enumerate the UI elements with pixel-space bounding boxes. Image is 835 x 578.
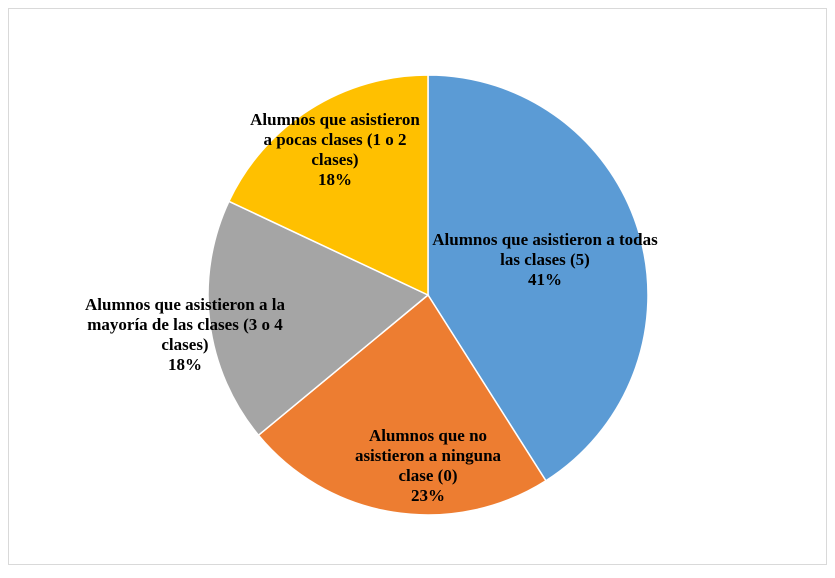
category-label: Alumnos que asistieron a pocas clases (1…	[250, 110, 420, 169]
category-label: Alumnos que asistieron a la mayoría de l…	[85, 295, 285, 354]
category-label: Alumnos que asistieron a todas las clase…	[432, 230, 658, 269]
data-label-text: Alumnos que asistieron a pocas clases (1…	[245, 90, 425, 210]
data-label: Alumnos que asistieron a pocas clases (1…	[245, 90, 425, 210]
pie-slice	[227, 74, 429, 297]
value-label: 18%	[168, 355, 202, 374]
data-label-text: Alumnos que asistieron a todas las clase…	[425, 200, 665, 320]
data-label: Alumnos que asistieron a la mayoría de l…	[75, 275, 295, 395]
data-label: Alumnos que no asistieron a ninguna clas…	[343, 406, 513, 526]
pie-slice	[427, 74, 649, 482]
data-label-text: Alumnos que no asistieron a ninguna clas…	[343, 406, 513, 526]
value-label: 18%	[318, 170, 352, 189]
value-label: 41%	[528, 270, 562, 289]
pie-slice	[257, 293, 547, 516]
value-label: 23%	[411, 486, 445, 505]
data-label: Alumnos que asistieron a todas las clase…	[425, 200, 665, 320]
pie-slice	[207, 200, 430, 437]
category-label: Alumnos que no asistieron a ninguna clas…	[354, 426, 502, 485]
data-label-text: Alumnos que asistieron a la mayoría de l…	[75, 275, 295, 395]
